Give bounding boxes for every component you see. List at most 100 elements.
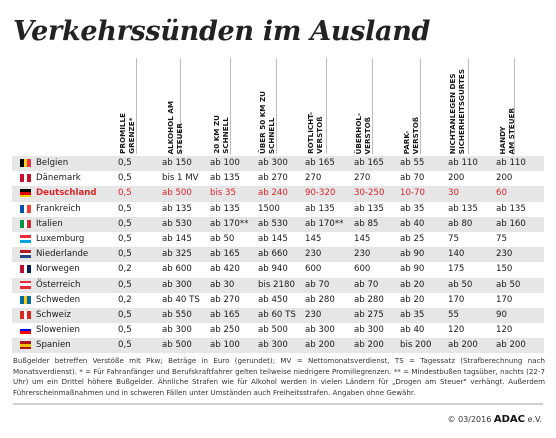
table-cell: 0,5 xyxy=(118,218,132,229)
table-cell: 230 xyxy=(305,309,322,320)
column-header-label: HANDY AM STEUER xyxy=(498,107,516,155)
country-flag-icon xyxy=(20,219,31,228)
table-cell: ab 145 xyxy=(162,233,192,244)
column-header: NICHTANLEGEN DES SICHERHEITSGURTES xyxy=(448,58,480,154)
table-cell: ab 170** xyxy=(210,218,249,229)
table-cell: ab 165 xyxy=(354,158,384,168)
table-cell: ab 450 xyxy=(258,294,288,305)
country-flag-icon xyxy=(20,250,31,259)
table-cell: ab 300 xyxy=(162,325,192,336)
table-cell: ab 500 xyxy=(162,188,192,199)
table-cell: 90 xyxy=(496,309,507,320)
table-cell: 0,5 xyxy=(118,279,132,290)
table-row: Belgien 0,5 ab 150 ab 100 ab 300 ab 165 ab 165… xyxy=(0,156,556,172)
table-cell: ab 600 xyxy=(162,264,192,275)
table-row: Slowenien 0,5 ab 300 ab 250 ab 500 ab 300 ab 3… xyxy=(0,323,556,338)
header-divider xyxy=(468,58,470,154)
table-cell: ab 135 xyxy=(162,203,192,214)
country-flag-icon xyxy=(20,280,31,289)
table-cell: ab 70 xyxy=(354,279,379,290)
table-cell: 270 xyxy=(305,173,322,184)
table-cell: ab 70 xyxy=(400,173,425,184)
country-name: Slowenien xyxy=(36,325,80,336)
table-cell: 30 xyxy=(448,188,459,199)
header-divider xyxy=(514,58,516,154)
table-cell: ab 55 xyxy=(400,158,425,168)
table-cell: 0,5 xyxy=(118,188,132,199)
table-cell: 230 xyxy=(305,249,322,260)
column-header-label: ALKOHOL AM STEUER xyxy=(166,100,184,154)
table-cell: ab 135 xyxy=(210,203,240,214)
table-cell: 230 xyxy=(496,249,513,260)
table-cell: ab 35 xyxy=(400,309,425,320)
table-cell: bis 35 xyxy=(210,188,236,199)
country-name: Norwegen xyxy=(36,264,80,275)
country-flag-icon xyxy=(20,204,31,213)
country-flag-icon xyxy=(20,295,31,304)
table-cell: ab 110 xyxy=(448,158,478,168)
header-divider xyxy=(230,58,232,154)
table-cell: ab 530 xyxy=(258,218,288,229)
country-flag-icon xyxy=(20,174,31,183)
table-cell: ab 200 xyxy=(305,340,335,351)
table-cell: 0,5 xyxy=(118,309,132,320)
table-cell: ab 135 xyxy=(496,203,526,214)
table-cell: 0,5 xyxy=(118,173,132,184)
table-cell: 0,5 xyxy=(118,249,132,260)
table-cell: 230 xyxy=(354,249,371,260)
country-flag-icon xyxy=(20,341,31,350)
column-headers: PROMILLE GRENZE* ALKOHOL AM STEUER 20 KM Z… xyxy=(0,58,556,154)
country-name: Frankreich xyxy=(36,203,81,214)
table-cell: ab 60 TS xyxy=(258,309,296,320)
country-flag-icon xyxy=(20,234,31,243)
table-cell: 600 xyxy=(305,264,322,275)
table-cell: 170 xyxy=(448,294,465,305)
table-cell: ab 35 xyxy=(400,203,425,214)
table-cell: 175 xyxy=(448,264,465,275)
table-cell: ab 550 xyxy=(162,309,192,320)
country-name: Italien xyxy=(36,218,63,229)
column-header: PARK- VERSTOß xyxy=(402,58,434,154)
brand-suffix: e.V. xyxy=(527,415,542,424)
column-header-label: PARK- VERSTOß xyxy=(402,116,420,154)
table-cell: 10-70 xyxy=(400,188,425,199)
table-row: Schweden 0,2 ab 40 TS ab 270 ab 450 ab 280 ab … xyxy=(0,293,556,308)
table-cell: ab 25 xyxy=(400,233,425,244)
table-cell: ab 300 xyxy=(258,340,288,351)
header-divider xyxy=(420,58,422,154)
table-cell: 1500 xyxy=(258,203,280,214)
table-row: Luxemburg 0,5 ab 145 ab 50 ab 145 145 145 ab 25… xyxy=(0,232,556,247)
table-cell: ab 240 xyxy=(258,188,288,199)
table-cell: 150 xyxy=(496,264,513,275)
table-cell: 0,2 xyxy=(118,294,132,305)
table-cell: ab 40 xyxy=(400,325,425,336)
table-cell: 0,5 xyxy=(118,325,132,336)
table-cell: ab 530 xyxy=(162,218,192,229)
table-cell: ab 40 xyxy=(400,218,425,229)
table-cell: ab 280 xyxy=(305,294,335,305)
table-cell: ab 325 xyxy=(162,249,192,260)
table-cell: 270 xyxy=(354,173,371,184)
footnote: Bußgelder betreffen Verstöße mit Pkw; Be… xyxy=(13,356,545,397)
table-cell: ab 165 xyxy=(210,249,240,260)
header-divider xyxy=(326,58,328,154)
table-cell: 0,5 xyxy=(118,340,132,351)
table-cell: 75 xyxy=(448,233,459,244)
table-cell: ab 20 xyxy=(400,279,425,290)
country-flag-icon xyxy=(20,159,31,167)
table-cell: ab 40 TS xyxy=(162,294,200,305)
header-divider xyxy=(180,58,182,154)
table-row: Schweiz 0,5 ab 550 ab 165 ab 60 TS 230 ab 275 a… xyxy=(0,307,556,324)
table-cell: ab 300 xyxy=(258,158,288,168)
table-cell: ab 250 xyxy=(210,325,240,336)
country-name: Schweden xyxy=(36,294,81,305)
table-cell: ab 30 xyxy=(210,279,235,290)
column-header: ÜBERHOL- VERSTOß xyxy=(354,58,386,154)
column-header: ROTLICHT- VERSTOß xyxy=(306,58,338,154)
table-cell: ab 90 xyxy=(400,249,425,260)
country-flag-icon xyxy=(20,310,31,319)
column-header: ALKOHOL AM STEUER xyxy=(166,58,198,154)
table-row: Deutschland 0,5 ab 500 bis 35 ab 240 90-320 30… xyxy=(0,186,556,202)
table-cell: 75 xyxy=(496,233,507,244)
table-cell: ab 100 xyxy=(210,158,240,168)
